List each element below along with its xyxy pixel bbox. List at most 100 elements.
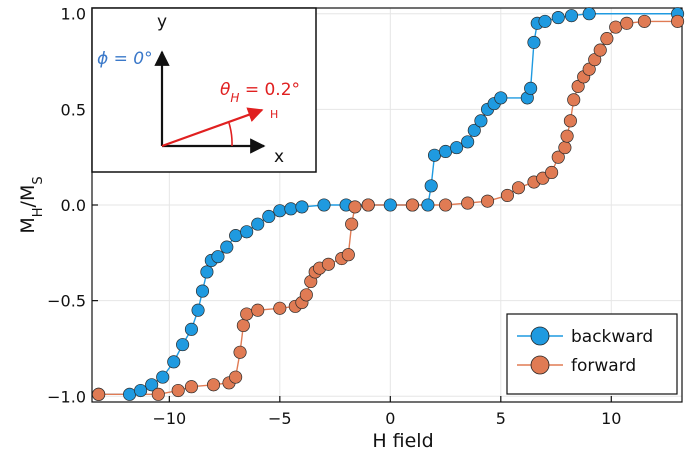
point-backward (524, 81, 538, 95)
y-tick-label: −0.5 (47, 292, 86, 311)
point-forward (229, 370, 243, 384)
inset-h-vector-arrow (161, 107, 264, 148)
point-backward (582, 7, 596, 21)
point-forward (511, 181, 526, 195)
point-forward (671, 14, 685, 28)
point-backward (176, 338, 190, 352)
point-forward (551, 150, 565, 164)
point-backward (527, 35, 541, 49)
point-forward (609, 20, 623, 34)
axis-ticks: −10 −5 0 5 10 −1.0 −0.5 0.0 0.5 1.0 (47, 5, 621, 428)
legend-marker-backward (530, 326, 550, 346)
point-backward (383, 198, 397, 212)
legend-entry-backward: backward (517, 326, 653, 347)
x-tick-label: 0 (385, 409, 395, 428)
point-backward (156, 370, 170, 384)
point-backward (229, 229, 243, 243)
point-backward (439, 144, 453, 158)
point-backward (123, 387, 137, 401)
point-backward (195, 284, 210, 298)
point-backward (145, 378, 159, 392)
point-forward (341, 248, 355, 262)
inset-y-label: y (157, 12, 167, 32)
point-backward (295, 200, 309, 214)
point-backward (284, 202, 298, 216)
series-points (92, 7, 685, 401)
point-backward (251, 217, 265, 231)
inset-theta-label: θH = 0.2° (220, 80, 300, 105)
point-backward (200, 265, 214, 279)
point-forward (361, 198, 375, 212)
point-backward (317, 198, 331, 212)
point-forward (500, 188, 514, 202)
inset-x-label: x (274, 147, 284, 167)
inset-angle-arc (228, 122, 233, 147)
point-forward (92, 387, 106, 401)
point-backward (211, 250, 225, 264)
x-tick-label: 5 (496, 409, 506, 428)
x-tick-label: −5 (268, 409, 292, 428)
point-forward (206, 378, 221, 392)
point-backward (564, 9, 579, 23)
point-forward (171, 383, 185, 398)
x-tick-label: 10 (601, 409, 621, 428)
inset-diagram: y x H ϕ = 0° θH = 0.2° (91, 7, 317, 173)
point-forward (321, 257, 335, 271)
point-backward (494, 91, 508, 105)
point-backward (167, 355, 181, 369)
point-forward (461, 196, 475, 210)
point-backward (262, 209, 276, 224)
point-forward (593, 43, 607, 57)
point-forward (240, 307, 254, 321)
y-tick-label: 1.0 (61, 5, 86, 24)
inset-frame (91, 7, 317, 173)
point-backward (421, 198, 435, 212)
point-forward (439, 198, 453, 212)
point-forward (567, 93, 581, 107)
inset-theta-sub: H (230, 91, 239, 105)
inset-theta-value: = 0.2° (239, 80, 300, 100)
point-forward (560, 129, 574, 143)
point-backward (240, 225, 254, 239)
point-backward (538, 14, 552, 28)
y-tick-label: 0.0 (61, 196, 86, 215)
point-forward (233, 345, 247, 359)
point-forward (184, 380, 198, 394)
y-axis-title-sub2: S (31, 176, 46, 184)
point-forward (151, 387, 165, 401)
y-axis-title-sep: /M (17, 185, 39, 208)
inset-theta-symbol: θ (220, 80, 231, 100)
point-forward (251, 303, 265, 317)
point-backward (220, 240, 234, 254)
point-forward (558, 141, 572, 155)
y-axis-title: MH/MS (17, 176, 46, 233)
point-backward (273, 204, 287, 218)
legend: backward forward (506, 313, 678, 395)
point-forward (273, 301, 287, 315)
point-forward (236, 318, 250, 333)
point-forward (545, 165, 559, 180)
point-backward (191, 303, 205, 317)
point-backward (450, 141, 464, 155)
legend-label-backward: backward (571, 327, 653, 347)
x-tick-label: −10 (152, 409, 186, 428)
y-tick-label: 0.5 (61, 100, 86, 119)
point-forward (405, 198, 419, 212)
point-backward (474, 114, 488, 128)
point-forward (620, 16, 634, 30)
legend-marker-forward (530, 355, 550, 375)
point-backward (461, 135, 475, 149)
point-forward (563, 114, 577, 128)
inset-phi-label: ϕ = 0° (97, 49, 153, 69)
point-forward (348, 200, 362, 214)
legend-label-forward: forward (571, 356, 636, 376)
inset-h-label: H (270, 108, 278, 121)
legend-entry-forward: forward (517, 355, 636, 376)
y-axis-title-main: M (17, 217, 39, 233)
point-forward (600, 32, 614, 46)
point-backward (424, 179, 438, 193)
point-backward (427, 148, 442, 162)
point-forward (299, 288, 313, 302)
y-tick-label: −1.0 (47, 387, 86, 406)
